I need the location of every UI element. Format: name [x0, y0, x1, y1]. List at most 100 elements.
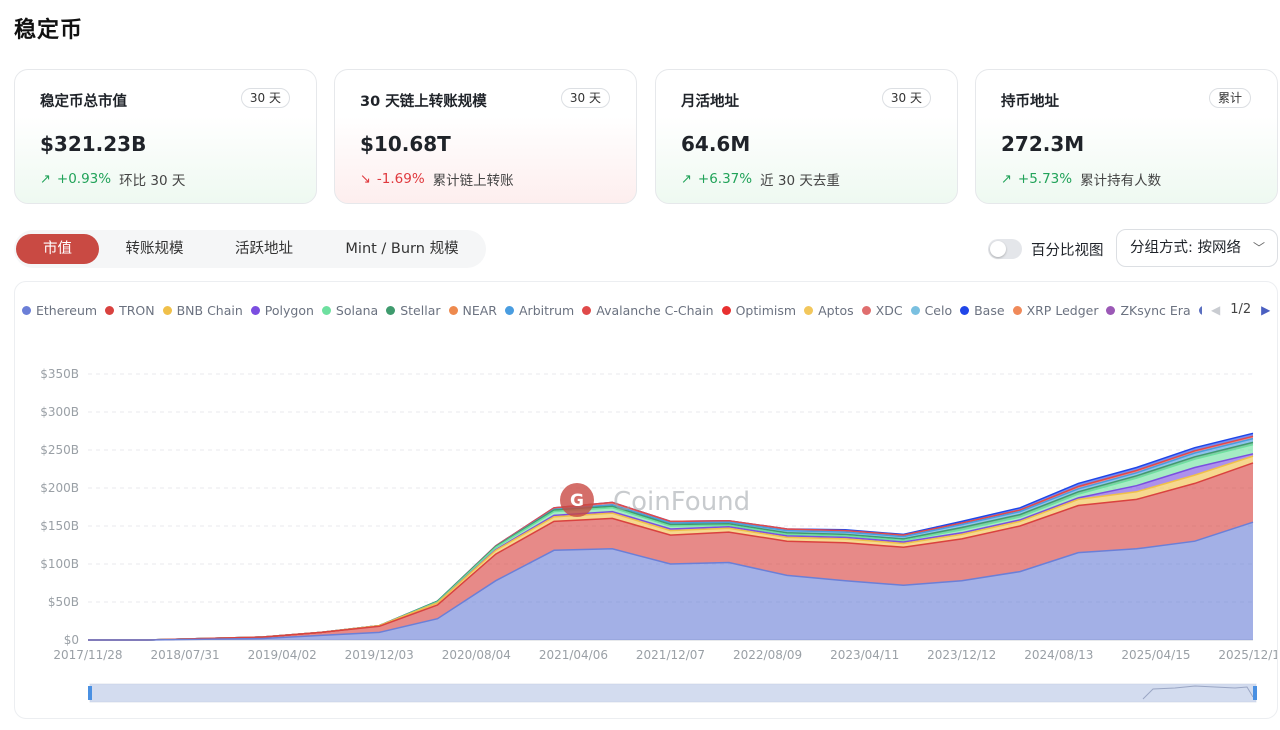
- legend-dot-icon: [250, 306, 260, 315]
- metric-tabs: 市值 转账规模 活跃地址 Mint / Burn 规模: [14, 230, 486, 268]
- legend-label: ZKsync Era: [1120, 303, 1191, 318]
- legend-label: TRON: [119, 303, 155, 318]
- legend-label: Polygon: [264, 303, 314, 318]
- y-tick-label: $350B: [40, 367, 79, 381]
- period-badge: 30 天: [240, 88, 290, 108]
- x-tick-label: 2018/07/31: [150, 648, 219, 662]
- legend-dot-icon: [105, 306, 115, 315]
- legend-label: Stellar: [400, 303, 441, 318]
- legend-item[interactable]: Celo: [910, 303, 952, 318]
- stat-card-holders: 持币地址 累计 272.3M ↗ +5.73% 累计持有人数: [975, 69, 1278, 204]
- stat-card-transfer-volume: 30 天链上转账规模 30 天 $10.68T ↘ -1.69% 累计链上转账: [334, 69, 637, 204]
- legend-item[interactable]: Aptos: [804, 303, 854, 318]
- x-tick-label: 2021/04/06: [539, 648, 608, 662]
- x-tick-label: 2019/12/03: [345, 648, 414, 662]
- change-note: 近 30 天去重: [760, 173, 840, 189]
- legend-item[interactable]: ZKsync Era: [1106, 303, 1191, 318]
- legend-dot-icon: [321, 306, 331, 315]
- x-tick-label: 2019/04/02: [248, 648, 317, 662]
- legend-dot-icon: [1012, 306, 1022, 315]
- legend-item[interactable]: Base: [960, 303, 1005, 318]
- stat-card-market-cap: 稳定币总市值 30 天 $321.23B ↗ +0.93% 环比 30 天: [14, 69, 317, 204]
- card-value: $10.68T: [360, 132, 451, 156]
- legend-item[interactable]: XDC: [861, 303, 903, 318]
- card-value: 272.3M: [1001, 132, 1085, 156]
- legend-page-indicator: 1/2: [1230, 302, 1252, 317]
- legend-dot-icon: [505, 306, 514, 315]
- x-tick-label: 2021/12/07: [636, 648, 705, 662]
- card-title: 稳定币总市值: [40, 94, 127, 110]
- legend-label: BNB Chain: [176, 303, 243, 318]
- legend-label: Optimism: [735, 303, 797, 318]
- tab-market-cap[interactable]: 市值: [16, 234, 99, 264]
- x-tick-label: 2023/12/12: [927, 648, 996, 662]
- legend-item[interactable]: Ethereum: [22, 303, 97, 318]
- change-percent: +0.93%: [56, 171, 112, 187]
- legend-pager: ◀ 1/2 ▶: [1211, 302, 1270, 317]
- area-tron-line: [88, 462, 1254, 641]
- legend-item[interactable]: I: [1198, 303, 1202, 318]
- tab-mint-burn[interactable]: Mint / Burn 规模: [345, 241, 459, 257]
- coinfound-logo-glyph: G: [570, 491, 584, 511]
- card-title: 30 天链上转账规模: [360, 94, 487, 110]
- arrow-up-right-icon: ↗: [1001, 171, 1012, 187]
- page-title: 稳定币: [14, 18, 84, 43]
- range-slider-right-handle: [1253, 686, 1257, 700]
- legend-label: Aptos: [818, 303, 854, 318]
- group-by-select[interactable]: 分组方式: 按网络 ﹀: [1116, 229, 1278, 267]
- watermark-text: CoinFound: [613, 487, 750, 517]
- legend-dot-icon: [386, 306, 396, 315]
- card-title: 月活地址: [681, 94, 739, 110]
- y-tick-label: $250B: [40, 443, 79, 457]
- chart-panel: Ethereum TRON BNB Chain Polygon Solana Stella…: [14, 281, 1278, 719]
- legend-item[interactable]: Avalanche C-Chain: [582, 303, 714, 318]
- chevron-down-icon: ﹀: [1252, 241, 1265, 255]
- legend-dot-icon: [448, 306, 458, 315]
- legend-item[interactable]: Optimism: [721, 303, 797, 318]
- y-tick-label: $300B: [40, 405, 79, 419]
- legend-item[interactable]: Solana: [321, 303, 378, 318]
- legend-next-icon[interactable]: ▶: [1261, 302, 1271, 317]
- x-tick-label: 2020/08/04: [442, 648, 511, 662]
- legend-item[interactable]: Stellar: [386, 303, 441, 318]
- period-badge: 30 天: [881, 88, 931, 108]
- y-tick-label: $200B: [40, 481, 79, 495]
- area-ethereum-line: [88, 521, 1254, 641]
- x-tick-label: 2017/11/28: [53, 648, 122, 662]
- legend-item[interactable]: Polygon: [250, 303, 314, 318]
- legend-dot-icon: [804, 306, 814, 315]
- legend-item[interactable]: Arbitrum: [505, 303, 574, 318]
- tab-active-addresses[interactable]: 活跃地址: [235, 241, 293, 257]
- x-tick-label: 2025/12/16: [1218, 648, 1277, 662]
- tab-transfer-volume[interactable]: 转账规模: [125, 241, 184, 257]
- change-percent: +5.73%: [1017, 171, 1073, 187]
- legend-dot-icon: [582, 306, 592, 315]
- legend-label: Ethereum: [36, 303, 98, 318]
- arrow-down-right-icon: ↘: [360, 171, 371, 187]
- legend-item[interactable]: XRP Ledger: [1012, 303, 1099, 318]
- x-tick-label: 2022/08/09: [733, 648, 802, 662]
- legend-label: XRP Ledger: [1026, 303, 1099, 318]
- y-tick-label: $50B: [48, 595, 79, 609]
- legend-label: Arbitrum: [519, 303, 575, 318]
- legend-label: NEAR: [462, 303, 498, 318]
- y-tick-label: $150B: [40, 519, 79, 533]
- x-tick-label: 2025/04/15: [1121, 648, 1190, 662]
- legend-item[interactable]: BNB Chain: [162, 303, 243, 318]
- legend-prev-icon[interactable]: ◀: [1211, 302, 1221, 317]
- period-badge: 累计: [1208, 88, 1251, 108]
- percent-view-toggle[interactable]: [988, 239, 1022, 259]
- change-note: 累计链上转账: [432, 173, 514, 189]
- change-note: 环比 30 天: [119, 173, 186, 189]
- legend-item[interactable]: NEAR: [448, 303, 498, 318]
- area-ethereum: [88, 522, 1253, 640]
- change-percent: +6.37%: [697, 171, 753, 187]
- arrow-up-right-icon: ↗: [681, 171, 692, 187]
- group-by-value: 分组方式: 按网络: [1130, 240, 1241, 256]
- legend-item[interactable]: TRON: [105, 303, 155, 318]
- arrow-up-right-icon: ↗: [40, 171, 51, 187]
- change-note: 累计持有人数: [1080, 173, 1162, 189]
- legend-dot-icon: [22, 306, 31, 315]
- legend-dot-icon: [910, 306, 920, 315]
- card-title: 持币地址: [1001, 94, 1059, 110]
